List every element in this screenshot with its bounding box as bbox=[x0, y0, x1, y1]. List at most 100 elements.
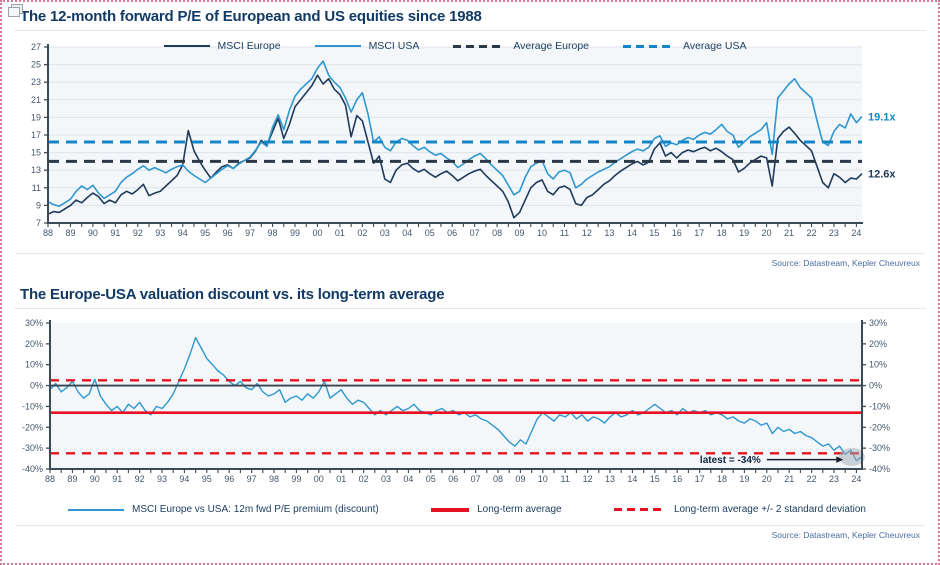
svg-text:02: 02 bbox=[359, 474, 369, 484]
legend-label: MSCI Europe bbox=[217, 40, 281, 52]
svg-text:18: 18 bbox=[717, 228, 727, 238]
svg-text:92: 92 bbox=[135, 474, 145, 484]
svg-text:19: 19 bbox=[739, 228, 749, 238]
legend-item-msci-europe: MSCI Europe bbox=[163, 40, 281, 52]
svg-text:15: 15 bbox=[649, 228, 659, 238]
legend-item-average-usa: Average USA bbox=[623, 40, 746, 52]
svg-text:19: 19 bbox=[31, 112, 41, 122]
svg-text:-20%: -20% bbox=[22, 422, 43, 432]
svg-text:99: 99 bbox=[291, 474, 301, 484]
svg-text:0%: 0% bbox=[30, 381, 43, 391]
svg-text:93: 93 bbox=[157, 474, 167, 484]
svg-text:10%: 10% bbox=[869, 360, 887, 370]
svg-text:14: 14 bbox=[627, 474, 637, 484]
svg-text:97: 97 bbox=[245, 228, 255, 238]
svg-text:15: 15 bbox=[31, 148, 41, 158]
svg-text:19: 19 bbox=[739, 474, 749, 484]
svg-text:91: 91 bbox=[112, 474, 122, 484]
svg-text:20%: 20% bbox=[25, 339, 43, 349]
svg-text:03: 03 bbox=[381, 474, 391, 484]
svg-text:21: 21 bbox=[784, 228, 794, 238]
svg-text:94: 94 bbox=[179, 474, 189, 484]
svg-text:11: 11 bbox=[32, 183, 41, 193]
svg-text:10: 10 bbox=[538, 474, 548, 484]
svg-text:01: 01 bbox=[336, 474, 346, 484]
discount-panel: The Europe-USA valuation discount vs. it… bbox=[2, 284, 938, 542]
svg-text:93: 93 bbox=[155, 228, 165, 238]
average-europe-dash-swatch bbox=[453, 44, 506, 48]
average-usa-dash-swatch bbox=[623, 44, 676, 48]
svg-text:90: 90 bbox=[90, 474, 100, 484]
discount-chart-legend: MSCI Europe vs USA: 12m fwd P/E premium … bbox=[10, 496, 930, 517]
legend-label: Long-term average +/- 2 standard deviati… bbox=[673, 504, 866, 515]
legend-label: Average Europe bbox=[513, 40, 590, 52]
svg-text:01: 01 bbox=[335, 228, 345, 238]
svg-text:-30%: -30% bbox=[869, 443, 890, 453]
svg-text:03: 03 bbox=[380, 228, 390, 238]
svg-text:88: 88 bbox=[45, 474, 55, 484]
svg-text:04: 04 bbox=[403, 474, 413, 484]
svg-text:00: 00 bbox=[314, 474, 324, 484]
svg-text:0%: 0% bbox=[869, 381, 882, 391]
svg-text:02: 02 bbox=[357, 228, 367, 238]
svg-text:20: 20 bbox=[762, 228, 772, 238]
svg-text:09: 09 bbox=[515, 228, 525, 238]
svg-text:12: 12 bbox=[582, 228, 592, 238]
svg-text:13: 13 bbox=[604, 228, 614, 238]
legend-label: MSCI USA bbox=[368, 40, 420, 52]
svg-text:89: 89 bbox=[65, 228, 75, 238]
svg-text:24: 24 bbox=[851, 228, 861, 238]
svg-text:21: 21 bbox=[784, 474, 794, 484]
pe-chart-title: The 12-month forward P/E of European and… bbox=[8, 4, 926, 31]
series-line bbox=[47, 60, 863, 208]
svg-text:20%: 20% bbox=[869, 339, 887, 349]
svg-text:16: 16 bbox=[672, 228, 682, 238]
long-term-average-swatch bbox=[431, 507, 470, 512]
discount-line-swatch bbox=[68, 508, 124, 511]
pe-chart-area: 27 25 23 21 19 17 15 13 11 9 7 88 89 90 91 92 93 94 95 96 97… bbox=[10, 33, 930, 245]
legend-item-std-dev-band: Long-term average +/- 2 standard deviati… bbox=[613, 504, 866, 515]
svg-text:-10%: -10% bbox=[869, 401, 890, 411]
series-line bbox=[47, 74, 863, 219]
svg-text:96: 96 bbox=[224, 474, 234, 484]
svg-text:21: 21 bbox=[31, 95, 41, 105]
svg-text:96: 96 bbox=[223, 228, 233, 238]
svg-text:13: 13 bbox=[31, 165, 41, 175]
discount-source-text: Source: Datastream, Kepler Cheuvreux bbox=[16, 525, 924, 542]
svg-text:08: 08 bbox=[492, 228, 502, 238]
svg-text:20: 20 bbox=[762, 474, 772, 484]
svg-text:06: 06 bbox=[447, 228, 457, 238]
svg-text:95: 95 bbox=[202, 474, 212, 484]
msci-usa-line-swatch bbox=[314, 45, 361, 47]
legend-label: Average USA bbox=[683, 40, 747, 52]
svg-text:13: 13 bbox=[605, 474, 615, 484]
series-end-value-label: 12.6x bbox=[868, 169, 896, 181]
svg-text:11: 11 bbox=[560, 228, 569, 238]
pe-chart-legend: MSCI Europe MSCI USA Average Europe Aver… bbox=[70, 40, 840, 52]
svg-text:07: 07 bbox=[471, 474, 481, 484]
svg-text:-30%: -30% bbox=[22, 443, 43, 453]
svg-text:92: 92 bbox=[133, 228, 143, 238]
svg-text:97: 97 bbox=[247, 474, 257, 484]
discount-chart: latest = -34% 30% 30% 20% 20% 10% 10% 0% 0% -10% -… bbox=[22, 318, 890, 484]
svg-text:14: 14 bbox=[627, 228, 637, 238]
svg-text:30%: 30% bbox=[25, 318, 43, 328]
svg-text:95: 95 bbox=[200, 228, 210, 238]
svg-text:23: 23 bbox=[31, 77, 41, 87]
annotation-text: latest = -34% bbox=[700, 455, 761, 466]
svg-text:-10%: -10% bbox=[22, 401, 43, 411]
svg-text:22: 22 bbox=[807, 474, 817, 484]
svg-text:89: 89 bbox=[67, 474, 77, 484]
svg-text:11: 11 bbox=[561, 474, 570, 484]
legend-item-average-europe: Average Europe bbox=[453, 40, 589, 52]
svg-text:94: 94 bbox=[178, 228, 188, 238]
legend-item-msci-usa: MSCI USA bbox=[314, 40, 420, 52]
svg-text:15: 15 bbox=[650, 474, 660, 484]
svg-text:07: 07 bbox=[470, 228, 480, 238]
svg-text:17: 17 bbox=[694, 228, 704, 238]
pe-chart-title-text: The 12-month forward P/E of European and… bbox=[20, 8, 482, 25]
svg-text:23: 23 bbox=[829, 474, 839, 484]
latest-point-highlight bbox=[838, 447, 865, 466]
